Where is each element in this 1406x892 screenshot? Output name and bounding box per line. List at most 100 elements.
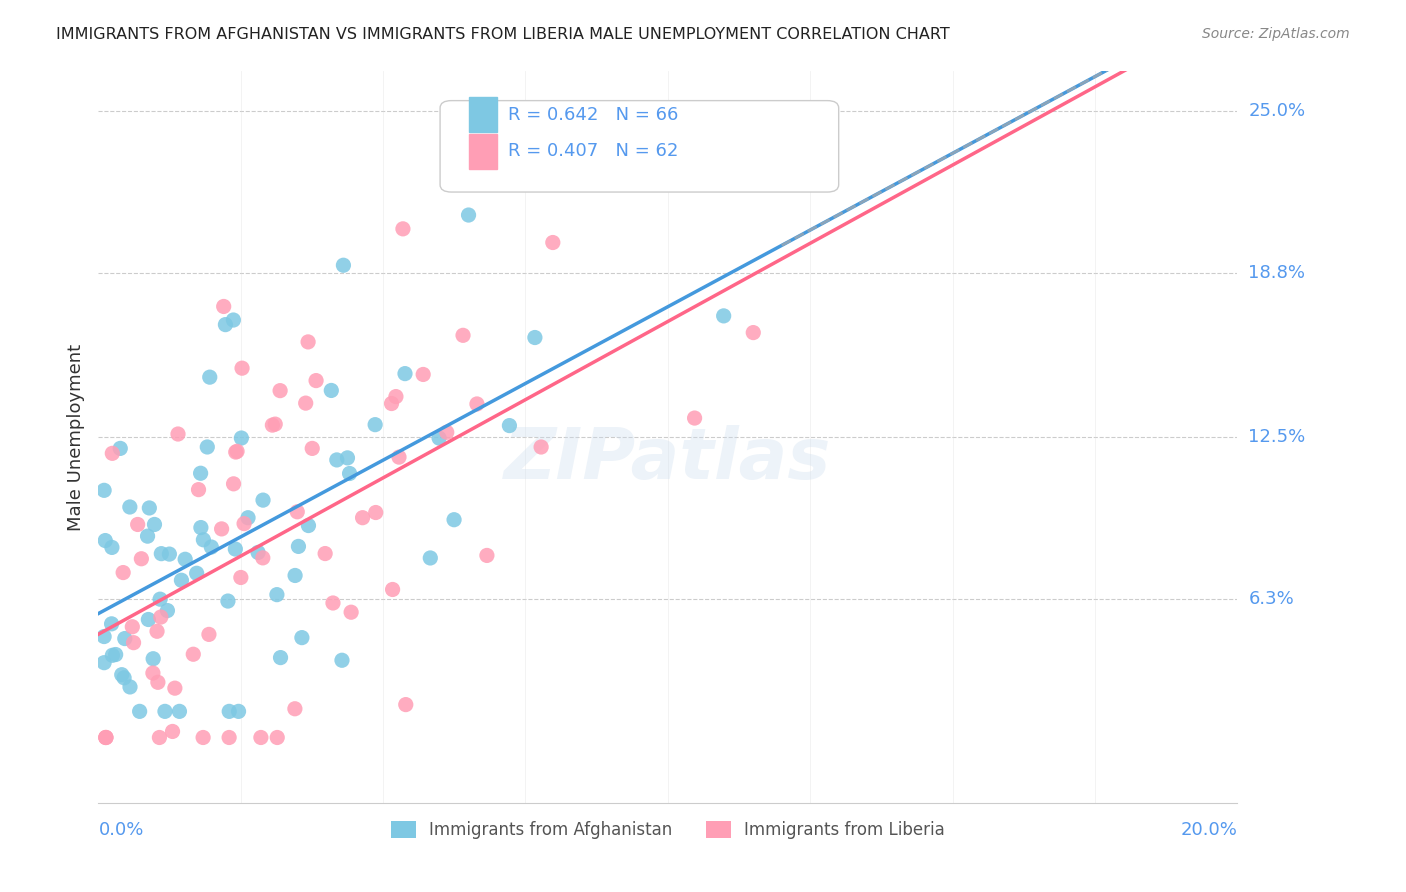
Point [284, 702, 307, 716]
Point [541, 235, 564, 250]
Point [332, 258, 354, 272]
Point [187, 483, 209, 497]
Text: Source: ZipAtlas.com: Source: ZipAtlas.com [1202, 27, 1350, 41]
Point [228, 705, 250, 719]
Point [443, 513, 465, 527]
Point [157, 547, 180, 561]
Point [381, 582, 404, 597]
Point [229, 570, 252, 584]
Point [186, 566, 208, 581]
Point [392, 222, 415, 236]
Point [339, 467, 361, 481]
Point [127, 517, 149, 532]
Point [138, 500, 160, 515]
Point [284, 568, 307, 582]
Point [457, 208, 479, 222]
Point [352, 510, 374, 524]
Point [297, 518, 319, 533]
Point [112, 671, 135, 685]
Point [212, 300, 235, 314]
Point [436, 425, 458, 440]
Point [162, 724, 184, 739]
Point [170, 574, 193, 588]
Point [190, 467, 212, 481]
Point [211, 522, 233, 536]
Y-axis label: Male Unemployment: Male Unemployment [66, 343, 84, 531]
Point [128, 705, 150, 719]
Point [146, 675, 169, 690]
Point [138, 613, 160, 627]
Point [101, 648, 124, 663]
Point [364, 417, 387, 432]
Point [297, 334, 319, 349]
Point [181, 647, 204, 661]
Point [110, 442, 132, 456]
Point [498, 418, 520, 433]
Point [94, 731, 117, 745]
Point [224, 542, 246, 557]
Point [412, 368, 434, 382]
Point [523, 330, 546, 344]
Point [291, 631, 314, 645]
Point [270, 650, 292, 665]
Point [191, 731, 214, 745]
Point [222, 313, 245, 327]
Point [111, 667, 134, 681]
Point [93, 656, 115, 670]
Point [150, 547, 173, 561]
Point [190, 520, 212, 534]
Point [231, 361, 253, 376]
Text: 25.0%: 25.0% [1249, 102, 1306, 120]
Point [294, 396, 316, 410]
Point [305, 374, 328, 388]
Point [451, 328, 474, 343]
Point [713, 309, 735, 323]
Point [143, 517, 166, 532]
Point [121, 620, 143, 634]
FancyBboxPatch shape [440, 101, 839, 192]
Point [94, 731, 117, 745]
Point [222, 476, 245, 491]
Point [285, 505, 308, 519]
Point [149, 610, 172, 624]
Point [326, 453, 349, 467]
Point [395, 698, 418, 712]
Point [104, 648, 127, 662]
Point [94, 533, 117, 548]
Point [236, 510, 259, 524]
Text: 6.3%: 6.3% [1249, 590, 1294, 608]
Point [198, 627, 221, 641]
Point [364, 506, 387, 520]
Point [218, 731, 240, 745]
Point [142, 651, 165, 665]
Point [118, 500, 141, 514]
Point [148, 731, 170, 745]
Point [169, 705, 191, 719]
Point [266, 588, 288, 602]
Text: 0.0%: 0.0% [98, 821, 143, 839]
Point [195, 440, 218, 454]
Point [340, 605, 363, 619]
Point [394, 367, 416, 381]
Point [112, 566, 135, 580]
Point [380, 396, 402, 410]
Point [683, 411, 706, 425]
Point [214, 318, 236, 332]
Point [156, 603, 179, 617]
Point [301, 442, 323, 456]
Text: R = 0.407   N = 62: R = 0.407 N = 62 [509, 142, 679, 160]
Point [93, 630, 115, 644]
Point [321, 384, 343, 398]
Point [142, 666, 165, 681]
Point [287, 540, 309, 554]
Text: 18.8%: 18.8% [1249, 263, 1305, 282]
Point [427, 431, 450, 445]
Point [226, 444, 249, 458]
Point [167, 427, 190, 442]
Point [231, 431, 253, 445]
Text: 20.0%: 20.0% [1181, 821, 1237, 839]
Point [314, 547, 336, 561]
Point [475, 549, 498, 563]
Point [136, 529, 159, 543]
Point [174, 552, 197, 566]
